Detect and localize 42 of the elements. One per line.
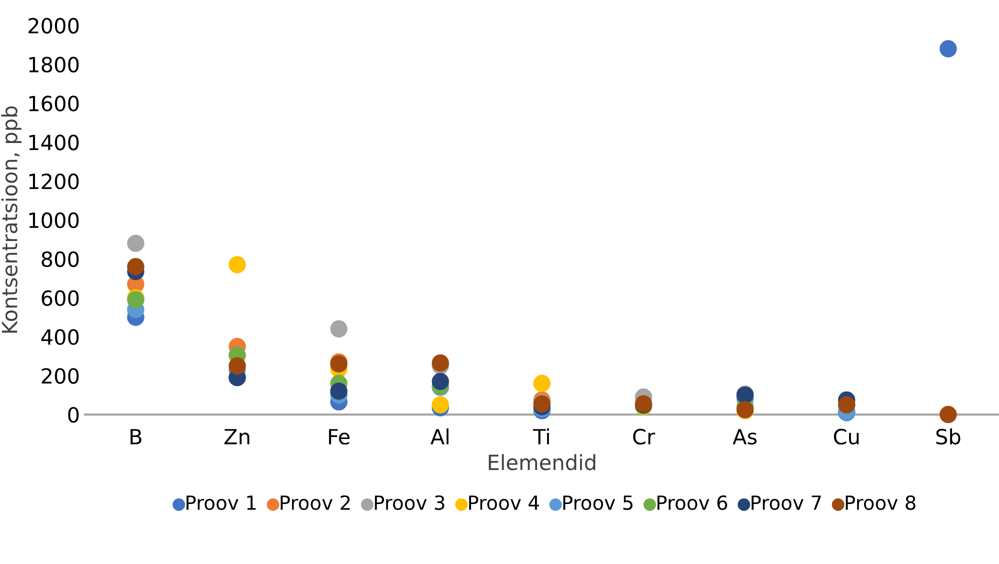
x-axis-title: Elemendid — [488, 454, 596, 470]
point — [228, 357, 246, 375]
legend-label: Proov 6 — [657, 495, 728, 510]
y-axis-title: Kontsentratsioon, ppb — [1, 106, 22, 333]
point — [432, 354, 450, 372]
point — [533, 374, 551, 392]
y-tick-label: 1200 — [29, 173, 79, 190]
point — [127, 234, 144, 252]
x-tick-label: Ti — [532, 428, 549, 444]
legend-label: Proov 7 — [752, 496, 821, 510]
point — [432, 372, 450, 390]
point — [432, 396, 450, 414]
x-tick-label: Cr — [633, 428, 656, 445]
point — [330, 382, 348, 400]
point — [940, 406, 957, 424]
y-tick-label: 1800 — [29, 56, 79, 73]
y-tick-label: 200 — [42, 368, 79, 384]
legend-label: Proov 5 — [563, 496, 632, 510]
point — [228, 256, 246, 274]
y-tick-label: 1000 — [29, 212, 79, 228]
legend-label: Proov 2 — [280, 495, 350, 510]
y-tick-label: 400 — [41, 329, 79, 345]
point — [940, 40, 957, 58]
x-tick-label: As — [732, 429, 757, 445]
legend-label: Proov 3 — [374, 495, 444, 510]
legend-label: Proov 4 — [469, 496, 539, 510]
y-tick-label: 1600 — [29, 96, 79, 112]
x-tick-label: B — [130, 429, 142, 444]
x-tick-label: Al — [430, 428, 448, 444]
y-tick-label: 800 — [42, 251, 79, 268]
x-tick-label: Sb — [936, 428, 960, 445]
x-tick-label: Fe — [329, 429, 350, 445]
legend-label: Proov 1 — [186, 496, 256, 510]
y-tick-label: 1400 — [29, 134, 79, 150]
y-tick-label: 0 — [68, 406, 79, 423]
x-tick-label: Zn — [224, 429, 250, 444]
legend-label: Proov 8 — [846, 495, 916, 510]
y-tick-label: 600 — [42, 290, 79, 306]
y-tick-label: 2000 — [28, 18, 79, 34]
point — [127, 258, 144, 276]
x-tick-label: Cu — [834, 428, 859, 445]
point — [330, 320, 348, 338]
